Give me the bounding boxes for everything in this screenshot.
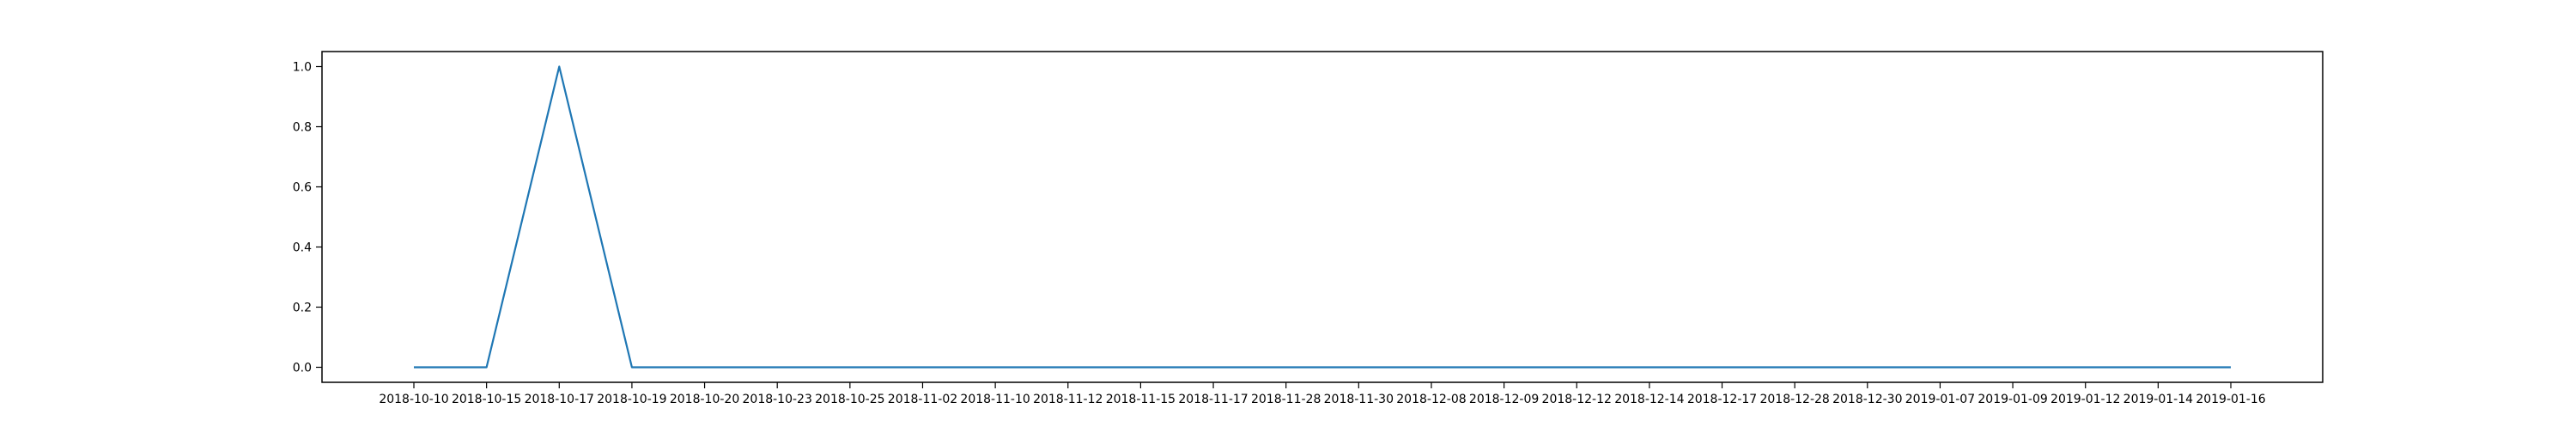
x-tick-label: 2018-10-20	[670, 393, 739, 406]
x-tick-label: 2018-12-14	[1614, 393, 1684, 406]
y-tick-label: 0.8	[293, 121, 312, 135]
x-tick-label: 2019-01-14	[2123, 393, 2193, 406]
x-tick-label: 2018-10-25	[815, 393, 884, 406]
x-tick-label: 2019-01-12	[2050, 393, 2120, 406]
x-tick-label: 2018-11-10	[960, 393, 1030, 406]
x-tick-label: 2018-12-08	[1396, 393, 1466, 406]
x-tick-label: 2018-12-12	[1542, 393, 1612, 406]
y-tick-label: 0.4	[293, 241, 312, 255]
x-tick-label: 2018-11-02	[888, 393, 957, 406]
x-tick-label: 2018-12-09	[1469, 393, 1539, 406]
x-tick-label: 2018-10-15	[452, 393, 521, 406]
x-tick-label: 2018-10-23	[743, 393, 812, 406]
x-tick-label: 2018-10-10	[379, 393, 448, 406]
x-tick-label: 2018-11-12	[1033, 393, 1103, 406]
x-tick-label: 2018-12-17	[1687, 393, 1757, 406]
x-tick-label: 2018-12-28	[1759, 393, 1829, 406]
x-tick-label: 2019-01-09	[1978, 393, 2047, 406]
y-tick-label: 0.0	[293, 362, 312, 375]
x-tick-label: 2019-01-16	[2196, 393, 2265, 406]
x-tick-label: 2018-10-17	[525, 393, 594, 406]
y-axis: 0.0 0.2 0.4 0.6 0.8 1.0	[293, 61, 322, 375]
x-tick-label: 2018-11-30	[1324, 393, 1394, 406]
series-layer	[414, 66, 2231, 367]
x-tick-label: 2018-10-19	[597, 393, 666, 406]
x-tick-label: 2018-11-15	[1106, 393, 1176, 406]
x-tick-label: 2019-01-07	[1905, 393, 1975, 406]
x-tick-label: 2018-12-30	[1832, 393, 1902, 406]
x-tick-label: 2018-11-17	[1178, 393, 1248, 406]
plot-area-frame	[322, 52, 2323, 382]
series-line	[414, 67, 2231, 368]
y-tick-label: 0.2	[293, 302, 312, 315]
y-tick-label: 0.6	[293, 181, 312, 195]
y-tick-label: 1.0	[293, 61, 312, 75]
x-tick-label: 2018-11-28	[1251, 393, 1321, 406]
